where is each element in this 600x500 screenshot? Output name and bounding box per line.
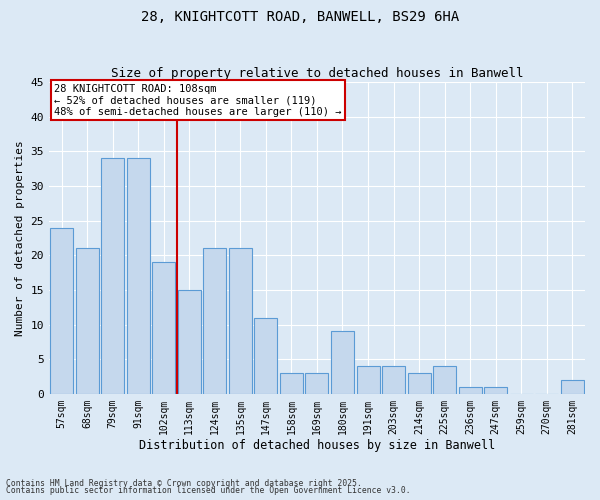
Text: Contains public sector information licensed under the Open Government Licence v3: Contains public sector information licen… — [6, 486, 410, 495]
Bar — [356, 366, 380, 394]
Bar — [50, 228, 73, 394]
Bar — [152, 262, 175, 394]
Title: Size of property relative to detached houses in Banwell: Size of property relative to detached ho… — [111, 66, 523, 80]
Bar — [127, 158, 150, 394]
Bar — [433, 366, 456, 394]
Text: 28 KNIGHTCOTT ROAD: 108sqm
← 52% of detached houses are smaller (119)
48% of sem: 28 KNIGHTCOTT ROAD: 108sqm ← 52% of deta… — [54, 84, 342, 117]
Bar — [458, 387, 482, 394]
Text: Contains HM Land Registry data © Crown copyright and database right 2025.: Contains HM Land Registry data © Crown c… — [6, 478, 362, 488]
Bar — [331, 332, 354, 394]
Bar — [76, 248, 98, 394]
X-axis label: Distribution of detached houses by size in Banwell: Distribution of detached houses by size … — [139, 440, 495, 452]
Bar — [254, 318, 277, 394]
Bar — [382, 366, 405, 394]
Text: 28, KNIGHTCOTT ROAD, BANWELL, BS29 6HA: 28, KNIGHTCOTT ROAD, BANWELL, BS29 6HA — [141, 10, 459, 24]
Bar — [178, 290, 201, 394]
Bar — [280, 373, 303, 394]
Bar — [229, 248, 252, 394]
Bar — [101, 158, 124, 394]
Bar — [561, 380, 584, 394]
Bar — [305, 373, 328, 394]
Bar — [203, 248, 226, 394]
Bar — [407, 373, 431, 394]
Bar — [484, 387, 507, 394]
Y-axis label: Number of detached properties: Number of detached properties — [15, 140, 25, 336]
